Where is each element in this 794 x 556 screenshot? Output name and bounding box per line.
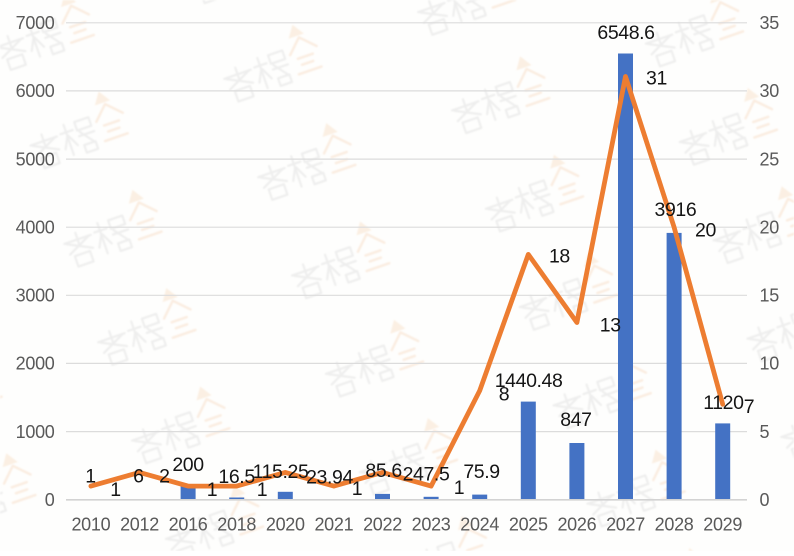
svg-text:2000: 2000 — [16, 354, 55, 374]
svg-text:23.94: 23.94 — [306, 466, 353, 488]
svg-text:2023: 2023 — [412, 515, 451, 535]
svg-text:13: 13 — [600, 315, 621, 337]
svg-text:15: 15 — [760, 286, 780, 306]
svg-text:2020: 2020 — [266, 515, 305, 535]
svg-text:30: 30 — [760, 81, 780, 101]
svg-text:1: 1 — [110, 479, 120, 501]
svg-text:1120: 1120 — [703, 392, 744, 414]
svg-text:20: 20 — [760, 217, 780, 237]
svg-text:1: 1 — [257, 479, 267, 501]
svg-text:5: 5 — [760, 422, 770, 442]
svg-text:2016: 2016 — [169, 515, 208, 535]
svg-text:2028: 2028 — [655, 515, 694, 535]
svg-text:2012: 2012 — [120, 515, 159, 535]
svg-text:8: 8 — [499, 383, 509, 405]
svg-text:1440.48: 1440.48 — [495, 370, 563, 392]
svg-text:7: 7 — [744, 396, 754, 418]
svg-text:1: 1 — [352, 478, 362, 500]
svg-text:31: 31 — [646, 67, 667, 89]
svg-text:247.5: 247.5 — [403, 464, 450, 486]
svg-text:2029: 2029 — [703, 515, 742, 535]
svg-text:10: 10 — [760, 354, 780, 374]
svg-text:2: 2 — [159, 465, 169, 487]
svg-text:3000: 3000 — [16, 286, 55, 306]
svg-text:25: 25 — [760, 149, 780, 169]
svg-text:2026: 2026 — [557, 515, 596, 535]
svg-text:847: 847 — [560, 409, 591, 431]
svg-text:20: 20 — [695, 220, 716, 242]
svg-text:6000: 6000 — [16, 81, 55, 101]
svg-text:2021: 2021 — [314, 515, 353, 535]
svg-text:6: 6 — [133, 465, 143, 487]
svg-text:2027: 2027 — [606, 515, 645, 535]
svg-text:1: 1 — [207, 479, 217, 501]
svg-text:115.25: 115.25 — [253, 461, 309, 483]
svg-text:2010: 2010 — [71, 515, 110, 535]
svg-text:2018: 2018 — [217, 515, 256, 535]
svg-text:1: 1 — [85, 465, 95, 487]
svg-text:2022: 2022 — [363, 515, 402, 535]
svg-text:5000: 5000 — [16, 149, 55, 169]
svg-text:85.6: 85.6 — [365, 460, 401, 482]
svg-text:75.9: 75.9 — [463, 461, 499, 483]
svg-text:0: 0 — [760, 490, 770, 510]
svg-text:16.5: 16.5 — [218, 466, 255, 488]
svg-text:7000: 7000 — [16, 13, 55, 33]
svg-text:200: 200 — [172, 454, 204, 476]
svg-text:2025: 2025 — [509, 515, 548, 535]
svg-text:0: 0 — [45, 490, 55, 510]
svg-text:35: 35 — [760, 13, 780, 33]
svg-text:2024: 2024 — [460, 515, 499, 535]
svg-text:18: 18 — [549, 246, 570, 268]
svg-text:1: 1 — [454, 477, 464, 499]
svg-text:1000: 1000 — [16, 422, 55, 442]
svg-text:4000: 4000 — [16, 217, 55, 237]
svg-text:3916: 3916 — [655, 199, 697, 221]
svg-text:6548.6: 6548.6 — [597, 22, 654, 44]
